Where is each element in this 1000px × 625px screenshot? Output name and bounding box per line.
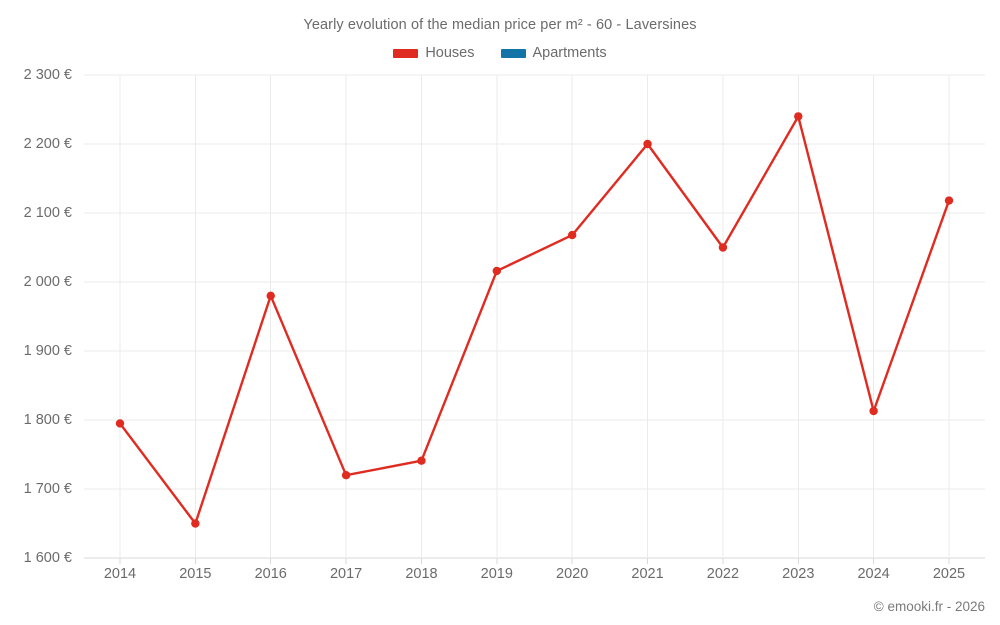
y-axis-tick-label: 1 800 € (23, 412, 72, 428)
x-axis-tick-label: 2015 (179, 566, 212, 582)
series-markers (115, 112, 954, 528)
data-point[interactable] (944, 196, 954, 205)
y-axis-tick-label: 1 600 € (23, 550, 72, 566)
legend-item-apartments[interactable]: Apartments (500, 45, 607, 61)
footer-credit: © emooki.fr - 2026 (873, 599, 985, 614)
data-point[interactable] (266, 291, 275, 300)
y-axis-tick-label: 2 100 € (23, 205, 72, 221)
y-axis-tick-label: 1 700 € (23, 481, 72, 497)
y-axis-tick-label: 1 900 € (23, 343, 72, 359)
x-axis-tick-label: 2025 (932, 566, 966, 582)
data-point[interactable] (869, 406, 878, 416)
gridlines (84, 74, 985, 564)
legend-label-houses: Houses (425, 45, 475, 61)
x-axis-tick-label: 2024 (857, 566, 890, 582)
chart-legend: Houses Apartments (0, 45, 1000, 61)
x-axis-tick-label: 2020 (556, 566, 589, 582)
data-point[interactable] (492, 266, 502, 276)
plot-area (84, 74, 985, 564)
data-point[interactable] (643, 139, 652, 149)
data-point[interactable] (341, 471, 351, 480)
data-point[interactable] (794, 112, 803, 121)
data-point[interactable] (115, 419, 125, 428)
x-axis-tick-label: 2019 (480, 566, 513, 582)
x-axis-tick-label: 2021 (631, 566, 664, 582)
data-point[interactable] (191, 519, 200, 528)
series-line-houses (118, 115, 951, 525)
y-axis: 1 600 € 1 700 € 1 800 € 1 900 € 2 000 € 2 100… (0, 67, 72, 566)
data-point[interactable] (417, 456, 426, 465)
x-axis-tick-label: 2016 (254, 566, 287, 582)
x-axis-tick-label: 2018 (405, 566, 438, 582)
legend-swatch-houses (393, 48, 419, 58)
legend-item-houses[interactable]: Houses (393, 45, 475, 61)
x-axis-tick-label: 2014 (103, 566, 137, 582)
x-axis: 2014 2015 2016 2017 2018 2019 2020 2021 2022 2023… (84, 566, 985, 590)
y-axis-tick-label: 2 300 € (23, 67, 72, 83)
chart-title: Yearly evolution of the median price per… (303, 17, 697, 33)
x-axis-tick-label: 2022 (706, 566, 740, 582)
legend-swatch-apartments (500, 48, 526, 58)
data-point[interactable] (567, 230, 577, 240)
legend-label-apartments: Apartments (532, 45, 607, 61)
series-lines (118, 115, 951, 525)
y-axis-tick-label: 2 200 € (23, 136, 72, 152)
x-axis-tick-label: 2017 (329, 566, 363, 582)
x-axis-tick-label: 2023 (782, 566, 815, 582)
data-point[interactable] (718, 243, 728, 252)
y-axis-tick-label: 2 000 € (23, 274, 72, 290)
plot-svg (84, 74, 985, 564)
